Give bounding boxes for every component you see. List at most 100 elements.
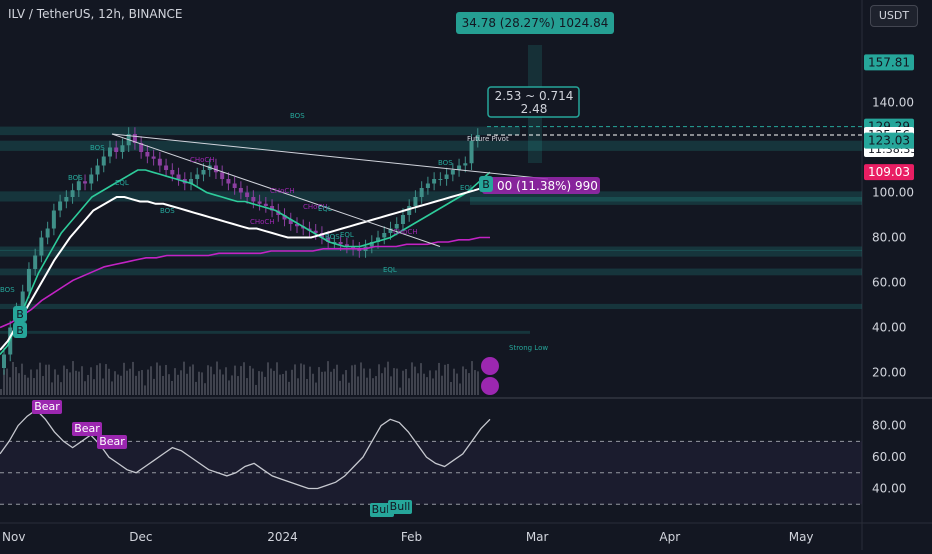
currency-button[interactable]: USDT <box>870 5 918 27</box>
measure-label-top: 34.78 (28.27%) 1024.84 <box>462 16 609 30</box>
candle-body <box>151 156 156 159</box>
price-tick-label: 140.00 <box>872 96 914 110</box>
bos-label: BOS <box>90 144 105 152</box>
volume-bar <box>0 389 2 395</box>
candle-body <box>195 174 200 179</box>
volume-bar <box>6 368 8 395</box>
volume-bar <box>12 361 14 395</box>
volume-bar <box>63 365 65 395</box>
volume-bar <box>324 371 326 395</box>
volume-bar <box>453 368 455 395</box>
volume-bar <box>57 374 59 395</box>
bear-label: Bear <box>34 400 60 413</box>
volume-bar <box>147 369 149 395</box>
order-block-zone <box>0 191 862 202</box>
candle-body <box>120 145 125 152</box>
buy-signal-badge <box>479 176 493 192</box>
volume-bar <box>243 362 245 395</box>
candle-body <box>33 255 38 269</box>
candle-body <box>282 215 287 220</box>
volume-bar <box>366 377 368 395</box>
volume-bar <box>336 364 338 395</box>
volume-bar <box>447 363 449 395</box>
candle-body <box>257 201 262 204</box>
candle-body <box>438 179 443 180</box>
volume-bar <box>66 368 68 395</box>
ma-fast-line <box>0 169 491 356</box>
volume-bar <box>429 370 431 395</box>
candle-body <box>170 170 175 175</box>
volume-bar <box>474 370 476 395</box>
bear-badge <box>97 435 127 449</box>
volume-bar <box>45 364 47 395</box>
volume-bar <box>207 365 209 395</box>
bull-label: Bull <box>372 503 393 516</box>
candle-body <box>432 179 437 184</box>
volume-bar <box>174 368 176 395</box>
volume-bar <box>402 370 404 395</box>
candle-body <box>238 188 243 193</box>
volume-bar <box>156 362 158 395</box>
volume-bar <box>189 366 191 395</box>
volume-bar <box>180 370 182 395</box>
volume-bar <box>321 371 323 395</box>
volume-bar <box>468 373 470 395</box>
volume-bar <box>15 366 17 395</box>
volume-bar <box>195 381 197 395</box>
eql-label: EQL <box>460 184 474 192</box>
choch-label: CHoCH <box>303 203 328 211</box>
volume-bar <box>435 370 437 395</box>
volume-bar <box>249 365 251 395</box>
candle-body <box>419 188 424 197</box>
buy-signal-badge <box>13 322 27 338</box>
volume-bar <box>414 366 416 395</box>
volume-bar <box>72 361 74 395</box>
volume-bar <box>393 368 395 395</box>
volume-bar <box>258 371 260 395</box>
bull-badge <box>388 500 412 514</box>
volume-bar <box>312 373 314 395</box>
price-tag-label: 123.03 <box>868 134 910 148</box>
volume-bar <box>408 378 410 395</box>
future-pivot-label: Future Pivot <box>467 135 509 143</box>
volume-bar <box>159 365 161 395</box>
volume-bar <box>162 375 164 395</box>
volume-bar <box>264 376 266 395</box>
pivot-box <box>487 86 580 118</box>
volume-bar <box>216 361 218 395</box>
volume-bar <box>291 369 293 395</box>
bear-label: Bear <box>99 435 125 448</box>
volume-bar <box>237 376 239 395</box>
measure-low-box <box>482 177 600 194</box>
volume-bar <box>378 364 380 395</box>
candle-body <box>95 165 100 175</box>
candle-body <box>263 203 268 206</box>
volume-bar <box>192 364 194 395</box>
candle-body <box>388 228 393 233</box>
trend-line <box>111 133 549 180</box>
volume-bar <box>54 369 56 395</box>
volume-bar <box>261 371 263 395</box>
price-tick-label: 60.00 <box>872 276 906 290</box>
volume-bar <box>168 374 170 395</box>
volume-bar <box>111 381 113 395</box>
candle-body <box>357 248 362 251</box>
candle-body <box>76 181 81 191</box>
candle-body <box>425 183 430 188</box>
time-axis-label: Dec <box>129 530 152 544</box>
candle-body <box>26 269 31 292</box>
volume-bar <box>255 384 257 395</box>
volume-bar <box>306 378 308 395</box>
volume-bar <box>99 363 101 395</box>
volume-bar <box>267 362 269 395</box>
volume-bar <box>219 369 221 395</box>
volume-bar <box>186 373 188 395</box>
candle-body <box>89 174 94 184</box>
volume-bar <box>390 376 392 395</box>
volume-bar <box>144 385 146 395</box>
volume-bar <box>330 371 332 395</box>
volume-bar <box>78 371 80 395</box>
buy-signal-label: B <box>16 324 24 337</box>
